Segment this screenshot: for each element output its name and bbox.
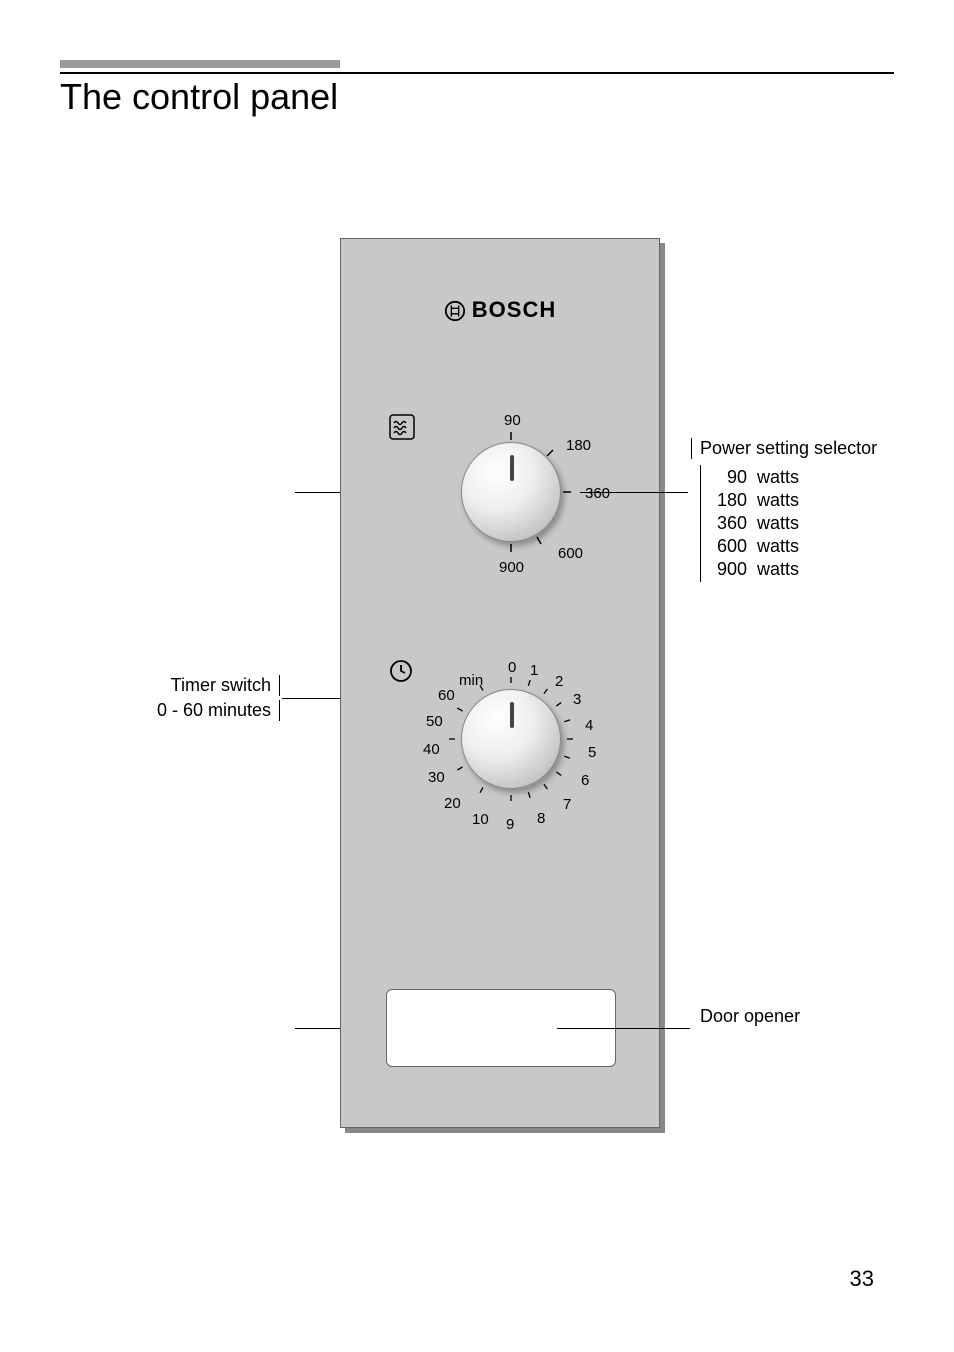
timer-tick-3: 3 bbox=[573, 691, 581, 708]
brand-text: BOSCH bbox=[472, 297, 556, 322]
clock-icon bbox=[389, 659, 413, 688]
power-options-table: 90watts 180watts 360watts 600watts 900wa… bbox=[715, 465, 809, 582]
timer-tick-0: 0 bbox=[508, 659, 516, 676]
power-callout-title: Power setting selector bbox=[691, 438, 877, 459]
timer-tick-4: 4 bbox=[585, 717, 593, 734]
timer-tick-6: 6 bbox=[581, 772, 589, 789]
timer-tick-8: 8 bbox=[537, 810, 545, 827]
timer-knob-group bbox=[446, 674, 576, 804]
leader-door-r bbox=[557, 1028, 690, 1029]
leader-timer bbox=[282, 698, 340, 699]
page-number: 33 bbox=[850, 1266, 874, 1292]
accent-bar bbox=[60, 60, 340, 68]
timer-tick-20: 20 bbox=[444, 795, 461, 812]
leader-power bbox=[295, 492, 340, 493]
timer-callout-title: Timer switch bbox=[150, 675, 280, 696]
power-tick-180: 180 bbox=[566, 437, 591, 454]
brand-logo: BOSCH bbox=[341, 297, 659, 323]
panel-diagram: BOSCH bbox=[60, 238, 894, 1138]
power-opt-1-val: 180 bbox=[717, 490, 755, 511]
power-opt-4-val: 900 bbox=[717, 559, 755, 580]
power-knob-group bbox=[446, 427, 576, 557]
power-knob[interactable] bbox=[461, 442, 561, 542]
power-tick-600: 600 bbox=[558, 545, 583, 562]
power-opt-0-unit: watts bbox=[757, 467, 807, 488]
timer-callout: Timer switch 0 - 60 minutes bbox=[150, 675, 280, 721]
timer-tick-60: 60 bbox=[438, 687, 455, 704]
power-opt-3-val: 600 bbox=[717, 536, 755, 557]
timer-tick-5: 5 bbox=[588, 744, 596, 761]
timer-callout-sub: 0 - 60 minutes bbox=[150, 700, 280, 721]
timer-min-label: min bbox=[459, 672, 483, 689]
page-title: The control panel bbox=[60, 76, 894, 118]
power-opt-2-val: 360 bbox=[717, 513, 755, 534]
door-callout: Door opener bbox=[700, 1006, 800, 1027]
power-opt-2-unit: watts bbox=[757, 513, 807, 534]
microwave-icon bbox=[389, 414, 415, 445]
power-opt-4-unit: watts bbox=[757, 559, 807, 580]
power-opt-1-unit: watts bbox=[757, 490, 807, 511]
timer-tick-10: 10 bbox=[472, 811, 489, 828]
control-panel: BOSCH bbox=[340, 238, 660, 1128]
timer-tick-30: 30 bbox=[428, 769, 445, 786]
leader-power-r bbox=[580, 492, 688, 493]
power-tick-90: 90 bbox=[504, 412, 521, 429]
top-rule bbox=[60, 72, 894, 74]
power-opt-0-val: 90 bbox=[717, 467, 755, 488]
timer-tick-7: 7 bbox=[563, 796, 571, 813]
power-tick-900: 900 bbox=[499, 559, 524, 576]
power-callout: Power setting selector 90watts 180watts … bbox=[700, 438, 877, 582]
timer-tick-50: 50 bbox=[426, 713, 443, 730]
timer-tick-1: 1 bbox=[530, 662, 538, 679]
timer-knob[interactable] bbox=[461, 689, 561, 789]
timer-tick-40: 40 bbox=[423, 741, 440, 758]
timer-tick-9: 9 bbox=[506, 816, 514, 833]
timer-tick-2: 2 bbox=[555, 673, 563, 690]
leader-door-l bbox=[295, 1028, 340, 1029]
power-opt-3-unit: watts bbox=[757, 536, 807, 557]
bosch-icon bbox=[444, 300, 466, 322]
power-tick-360: 360 bbox=[585, 485, 610, 502]
page: The control panel BOSCH bbox=[0, 0, 954, 1352]
